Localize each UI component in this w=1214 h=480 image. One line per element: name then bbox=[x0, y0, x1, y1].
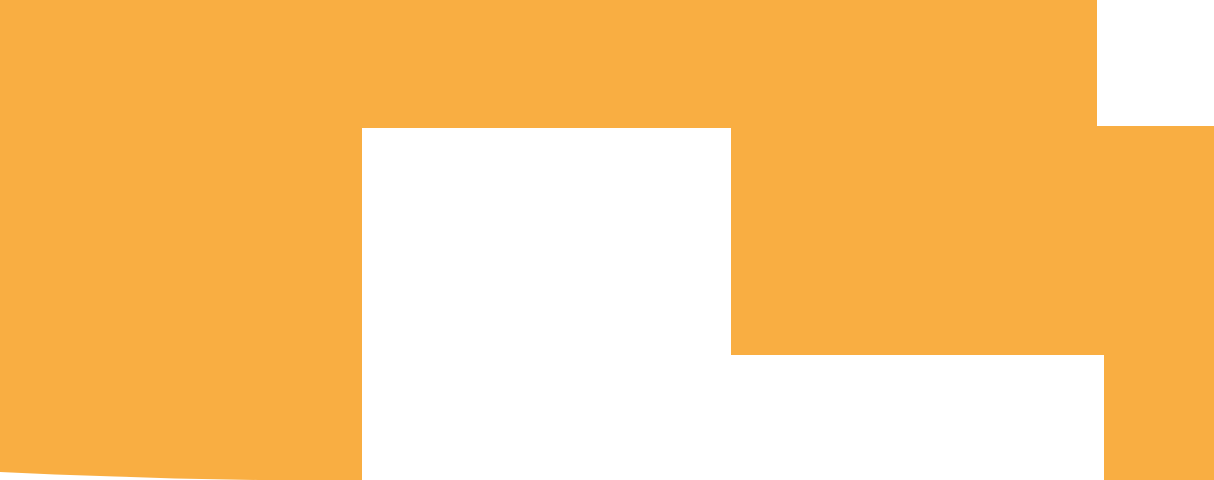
orange-right-tail bbox=[1104, 354, 1214, 480]
orange-left-column bbox=[0, 126, 362, 480]
orange-top-band bbox=[0, 0, 1097, 128]
orange-right-block bbox=[731, 126, 1214, 355]
